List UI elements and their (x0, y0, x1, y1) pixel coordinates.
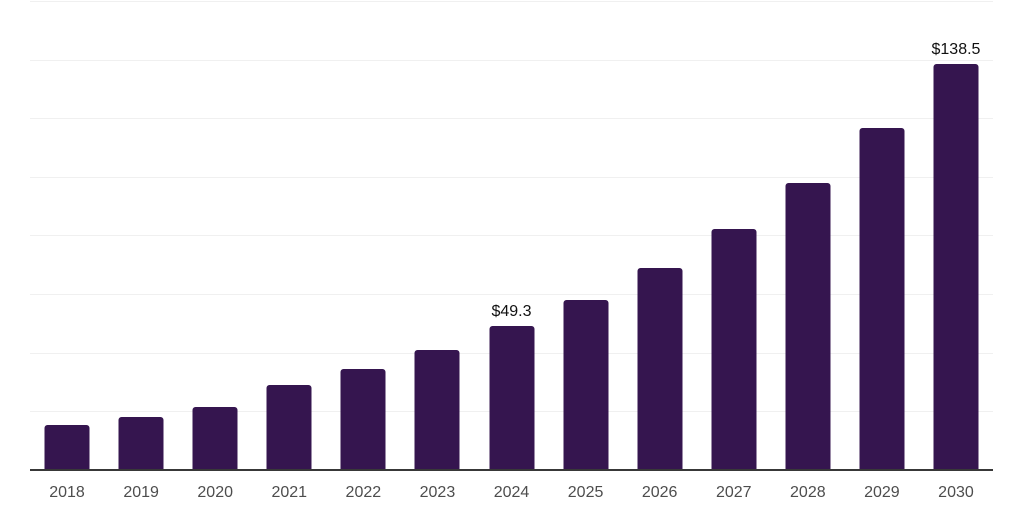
bar-value-label-2030: $138.5 (931, 41, 981, 58)
bar-group-2018 (30, 1, 104, 470)
gridline (30, 235, 993, 236)
x-tick-label-2023: 2023 (419, 484, 456, 501)
x-tick-label-2029: 2029 (864, 484, 900, 501)
bar-2022[interactable] (340, 368, 386, 470)
bar-2028[interactable] (785, 183, 831, 470)
bar-2025[interactable] (563, 299, 609, 470)
bar-group-2021 (252, 1, 326, 470)
bars-container: $49.3 $138.5 (30, 1, 993, 470)
bar-group-2029 (845, 1, 919, 470)
gridline (30, 294, 993, 295)
gridline (30, 60, 993, 61)
bar-value-label-2024: $49.3 (491, 302, 532, 320)
bar-group-2027 (697, 1, 771, 470)
bar-2030[interactable] (933, 64, 979, 470)
bar-group-2026 (623, 1, 697, 470)
x-tick-label-2019: 2019 (123, 484, 159, 501)
bar-group-2022 (326, 1, 400, 470)
bar-2019[interactable] (118, 417, 164, 470)
plot-area: $49.3 $138.5 (30, 1, 993, 470)
x-axis-line (30, 469, 993, 471)
bar-2020[interactable] (192, 407, 238, 470)
bar-group-2023 (400, 1, 474, 470)
x-tick-label-2027: 2027 (715, 484, 752, 501)
bar-2027[interactable] (711, 229, 757, 470)
gridline (30, 1, 993, 2)
bar-group-2028 (771, 1, 845, 470)
bar-group-2024: $49.3 (474, 1, 548, 470)
x-tick-label-2021: 2021 (271, 484, 308, 501)
x-tick-label-2022: 2022 (345, 484, 382, 501)
bar-group-2030: $138.5 (919, 1, 993, 470)
bar-2021[interactable] (266, 385, 312, 470)
x-tick-label-2025: 2025 (567, 484, 604, 501)
x-tick-label-2018: 2018 (49, 484, 85, 501)
x-tick-label-2026: 2026 (641, 484, 678, 501)
bar-group-2025 (549, 1, 623, 470)
bar-2018[interactable] (44, 425, 90, 470)
bar-2029[interactable] (859, 128, 905, 470)
x-tick-label-2020: 2020 (197, 484, 233, 501)
gridline (30, 118, 993, 119)
x-tick-label-2028: 2028 (790, 484, 826, 501)
x-tick-label-2030: 2030 (938, 484, 974, 501)
gridline (30, 177, 993, 178)
bar-group-2020 (178, 1, 252, 470)
x-axis-labels: 2018 2019 2020 2021 2022 2023 2024 2025 2026 2027… (30, 485, 993, 501)
x-tick-label-2024: 2024 (493, 484, 530, 501)
bar-group-2019 (104, 1, 178, 470)
bar-2023[interactable] (414, 349, 460, 470)
bar-2026[interactable] (637, 268, 683, 470)
bar-2024[interactable] (489, 325, 534, 470)
